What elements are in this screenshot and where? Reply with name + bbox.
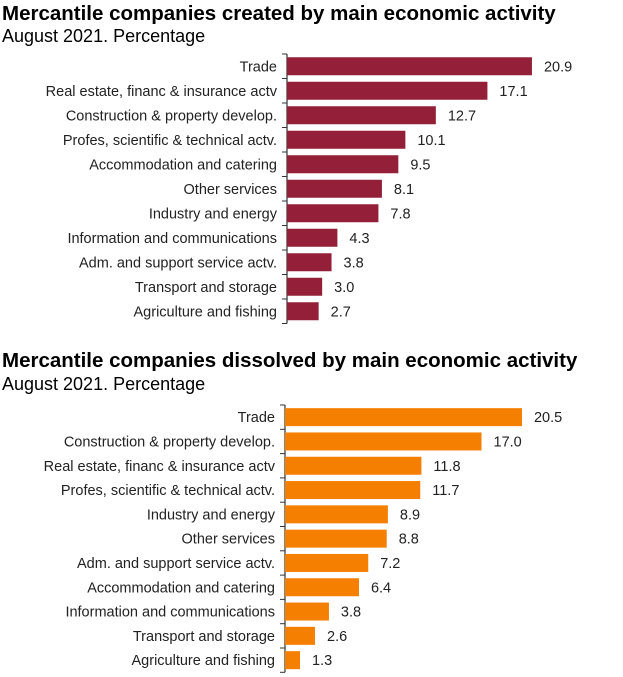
bar: [285, 553, 369, 572]
data-label: 8.1: [394, 182, 414, 198]
bar: [287, 228, 338, 247]
bar: [287, 277, 323, 296]
bar: [285, 481, 421, 500]
category-label: Profes, scientific & technical actv.: [61, 483, 275, 499]
data-label: 9.5: [410, 157, 430, 173]
data-label: 10.1: [417, 133, 445, 149]
category-label: Construction & property develop.: [64, 434, 275, 450]
bar: [287, 155, 399, 174]
category-label: Industry and energy: [147, 507, 276, 523]
data-label: 7.2: [380, 556, 400, 572]
category-label: Real estate, financ & insurance actv: [46, 84, 278, 100]
data-label: 8.9: [400, 507, 420, 523]
data-label: 11.7: [432, 483, 459, 499]
bar: [285, 626, 316, 645]
bar: [285, 578, 359, 597]
chart-1-created: Trade 20.9 Real estate, financ & insurance…: [46, 53, 572, 324]
category-label: Information and communications: [65, 605, 275, 621]
data-label: 8.8: [399, 532, 419, 548]
category-label: Construction & property develop.: [66, 108, 277, 124]
data-label: 3.8: [344, 255, 364, 271]
data-label: 2.6: [327, 629, 347, 645]
bar: [287, 179, 382, 198]
category-label: Other services: [184, 182, 277, 198]
category-label: Industry and energy: [149, 206, 278, 222]
data-label: 12.7: [448, 108, 476, 124]
bar: [285, 505, 388, 524]
bar: [287, 81, 488, 100]
data-label: 20.9: [544, 59, 572, 75]
data-label: 4.3: [349, 231, 369, 247]
category-label: Other services: [182, 532, 275, 548]
category-label: Adm. and support service actv.: [77, 556, 275, 572]
data-label: 7.8: [390, 206, 410, 222]
bar: [287, 253, 332, 272]
category-label: Accommodation and catering: [87, 580, 275, 596]
category-label: Real estate, financ & insurance actv: [44, 459, 276, 475]
bar: [287, 204, 379, 223]
chart-2-title: Mercantile companies dissolved by main e…: [2, 349, 578, 372]
data-label: 2.7: [331, 304, 351, 320]
bar: [285, 651, 301, 670]
data-label: 20.5: [534, 410, 562, 426]
category-label: Information and communications: [67, 231, 277, 247]
bar: [285, 408, 522, 427]
data-label: 6.4: [371, 580, 391, 596]
bar: [285, 602, 329, 621]
data-label: 17.1: [499, 84, 527, 100]
category-label: Adm. and support service actv.: [79, 255, 277, 271]
category-label: Agriculture and fishing: [132, 653, 275, 669]
chart-2-subtitle: August 2021. Percentage: [2, 374, 206, 394]
data-label: 1.3: [312, 653, 332, 669]
data-label: 3.0: [334, 280, 354, 296]
bar: [285, 456, 422, 475]
data-label: 3.8: [341, 605, 361, 621]
bar: [287, 106, 436, 125]
data-label: 11.8: [433, 459, 460, 475]
chart-1-title: Mercantile companies created by main eco…: [2, 2, 556, 25]
data-label: 17.0: [494, 434, 522, 450]
bar: [285, 529, 387, 548]
category-label: Trade: [240, 59, 277, 75]
bar: [285, 432, 482, 451]
category-label: Accommodation and catering: [89, 157, 277, 173]
category-label: Transport and storage: [135, 280, 277, 296]
bar: [287, 302, 319, 321]
category-label: Transport and storage: [133, 629, 275, 645]
category-label: Trade: [238, 410, 275, 426]
bar: [287, 130, 406, 149]
category-label: Agriculture and fishing: [134, 304, 277, 320]
chart-1-subtitle: August 2021. Percentage: [2, 26, 206, 46]
bar: [287, 57, 532, 76]
category-label: Profes, scientific & technical actv.: [63, 133, 277, 149]
